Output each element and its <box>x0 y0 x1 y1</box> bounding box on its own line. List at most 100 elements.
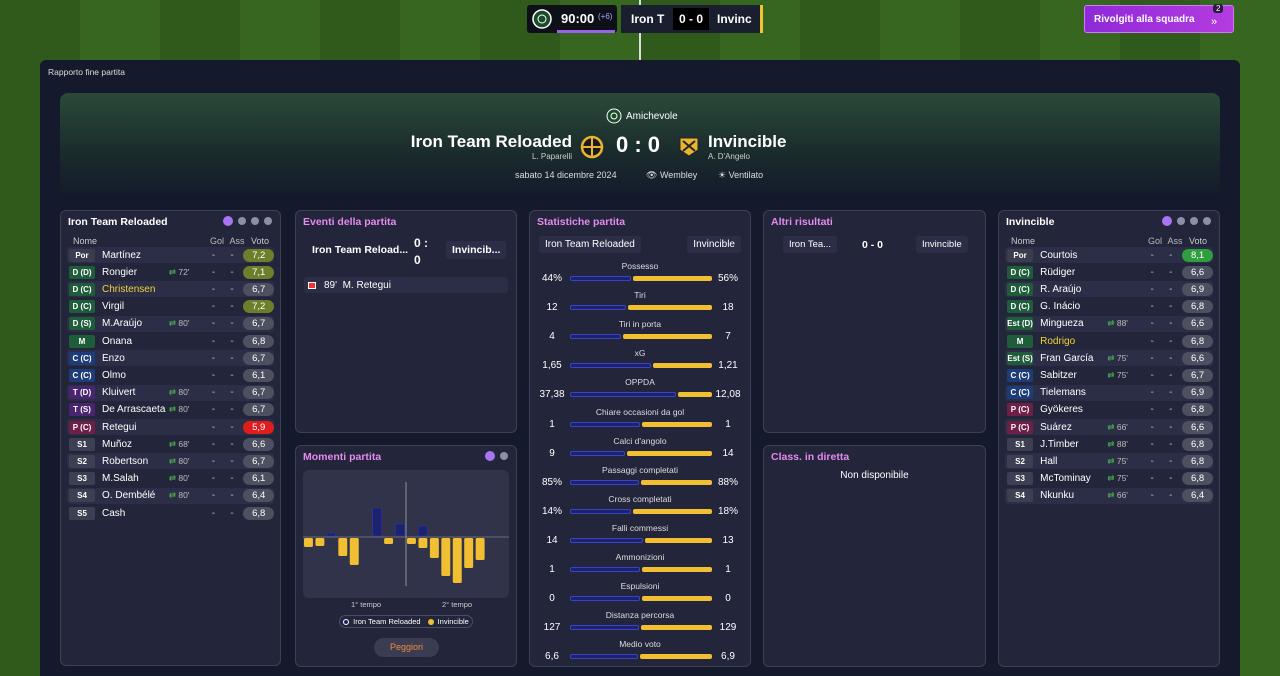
player-row[interactable]: S3M.Salah80'--6,1 <box>67 471 274 487</box>
goals: - <box>211 301 216 313</box>
player-row[interactable]: D (C) Christensen - -6,7 <box>67 281 274 298</box>
stats-panel: Statistiche partita Iron Team Reloaded Inv… <box>529 210 751 667</box>
goals: - <box>1150 490 1154 502</box>
half-label: 1° tempo <box>351 600 382 609</box>
rating: 6,7 <box>243 351 274 365</box>
player-row[interactable]: S1Muñoz68'--6,6 <box>67 436 274 452</box>
player-row[interactable]: D (C) G. Inácio - -6,8 <box>1005 299 1213 315</box>
player-row[interactable]: Est (D)Mingueza88'--6,6 <box>1005 315 1213 332</box>
player-row[interactable]: S1J.Timber88'--6,8 <box>1005 436 1213 452</box>
tab-dot[interactable] <box>223 216 233 226</box>
home-bar <box>570 421 640 427</box>
tab-dot[interactable] <box>238 217 246 225</box>
player-row[interactable]: Por Courtois - -8,1 <box>1005 247 1213 263</box>
substitution: 66' <box>1107 490 1142 501</box>
filter-button[interactable]: Peggiori <box>374 638 439 657</box>
stat-away: 1 <box>725 564 731 575</box>
player-row[interactable]: C (C) Olmo - -6,1 <box>67 367 274 383</box>
tab-dot[interactable] <box>264 217 272 225</box>
player-row[interactable]: M Onana - -6,8 <box>67 333 274 349</box>
goals: - <box>211 455 216 467</box>
tab-dot[interactable] <box>500 452 508 460</box>
player-row[interactable]: S2Hall75'--6,8 <box>1005 453 1213 470</box>
player-name: De Arrascaeta <box>102 404 166 416</box>
assists: - <box>230 352 234 364</box>
away-bar <box>641 625 712 631</box>
player-row[interactable]: D (S)M.Araújo80'--6,7 <box>67 315 274 332</box>
substitution: 75' <box>1107 353 1142 364</box>
stat-away: 6,9 <box>721 651 735 663</box>
team-talk-button[interactable]: Rivolgiti alla squadra » 2 <box>1084 4 1234 33</box>
player-row[interactable]: T (D)Kluivert80'--6,7 <box>67 384 274 401</box>
stat-away: 129 <box>719 622 737 634</box>
position-badge: P (C) <box>69 420 96 434</box>
column-rating: Voto <box>251 236 270 246</box>
player-row[interactable]: S2Robertson80'--6,7 <box>67 453 274 470</box>
tab-dot[interactable] <box>1177 217 1185 225</box>
player-row[interactable]: C (C)Sabitzer75'--6,7 <box>1005 367 1213 383</box>
stat-home: 1,65 <box>542 360 562 372</box>
stadium-name: Wembley <box>659 170 698 180</box>
assists: - <box>1169 404 1173 416</box>
rating: 6,1 <box>243 368 274 382</box>
assists: - <box>230 473 234 485</box>
rating: 6,4 <box>243 489 274 503</box>
player-row[interactable]: C (C) Tielemans - -6,9 <box>1005 384 1213 401</box>
goals: - <box>1150 404 1154 416</box>
position-badge: Por <box>69 248 96 262</box>
tab-dot[interactable] <box>251 217 259 225</box>
column-header: Nome Gol Ass Voto <box>1005 233 1213 249</box>
assists: - <box>230 404 234 416</box>
player-row[interactable]: D (D)Rongier72'--7,1 <box>67 264 274 280</box>
player-row[interactable]: P (C) Gyökeres - -6,8 <box>1005 402 1213 418</box>
position-badge: D (C) <box>1007 300 1034 314</box>
assists: - <box>230 421 234 433</box>
stat-label: Cross completati <box>608 493 672 504</box>
position-badge: C (C) <box>69 368 96 382</box>
match-date: sabato 14 dicembre 2024 <box>515 170 617 180</box>
player-row[interactable]: C (C) Enzo - -6,7 <box>67 350 274 367</box>
stat-label: Ammonizioni <box>615 552 665 562</box>
player-name: Rongier <box>102 266 138 278</box>
player-row[interactable]: D (C) Virgil - -7,2 <box>67 299 274 315</box>
legend-item: Iron Team Reloaded <box>353 617 421 626</box>
tab-dot[interactable] <box>1203 217 1211 225</box>
player-row[interactable]: M Rodrigo - -6,8 <box>1005 333 1213 349</box>
position-badge: D (C) <box>1007 265 1034 279</box>
player-row[interactable]: T (S)De Arrascaeta80'--6,7 <box>67 402 274 418</box>
rating: 6,8 <box>243 334 274 348</box>
rating: 6,8 <box>1182 300 1213 314</box>
goals: - <box>211 473 216 485</box>
player-row[interactable]: Est (S)Fran García75'--6,6 <box>1005 350 1213 367</box>
rating: 6,8 <box>1182 403 1213 417</box>
tab-dot[interactable] <box>1190 217 1198 225</box>
column-header: Nome Gol Ass Voto <box>67 233 274 249</box>
player-row[interactable]: S4O. Dembélé80'--6,4 <box>67 487 274 504</box>
live-table-panel: Class. in diretta Non disponibile <box>763 445 986 667</box>
stat-away: 56% <box>717 273 738 284</box>
player-row[interactable]: P (C) Retegui - -5,9 <box>67 419 274 435</box>
player-name: Robertson <box>102 455 149 467</box>
player-name: Retegui <box>102 421 137 433</box>
player-row[interactable]: S5 Cash - -6,8 <box>67 505 274 521</box>
player-name: Muñoz <box>102 438 133 450</box>
player-name: Enzo <box>102 352 125 364</box>
player-row[interactable]: S3McTominay75'--6,8 <box>1005 471 1213 487</box>
home-crest <box>580 135 604 159</box>
score-box: Iron T 0 - 0 Invinc <box>621 5 763 33</box>
assists: - <box>1169 301 1173 313</box>
assists: - <box>1169 438 1173 450</box>
goals: - <box>1150 473 1154 485</box>
player-row[interactable]: P (C)Suárez66'--6,6 <box>1005 419 1213 435</box>
player-row[interactable]: Por Martínez - -7,2 <box>67 247 274 263</box>
rating: 6,9 <box>1182 282 1213 296</box>
player-row[interactable]: D (C) R. Araújo - -6,9 <box>1005 281 1213 298</box>
tab-dots <box>223 216 272 226</box>
tab-dot[interactable] <box>1162 216 1172 226</box>
column-assists: Ass <box>1167 236 1183 246</box>
player-row[interactable]: S4Nkunku66'--6,4 <box>1005 487 1213 504</box>
away-bar <box>418 538 428 548</box>
tab-dot[interactable] <box>485 451 495 461</box>
player-row[interactable]: D (C) Rüdiger - -6,6 <box>1005 264 1213 280</box>
